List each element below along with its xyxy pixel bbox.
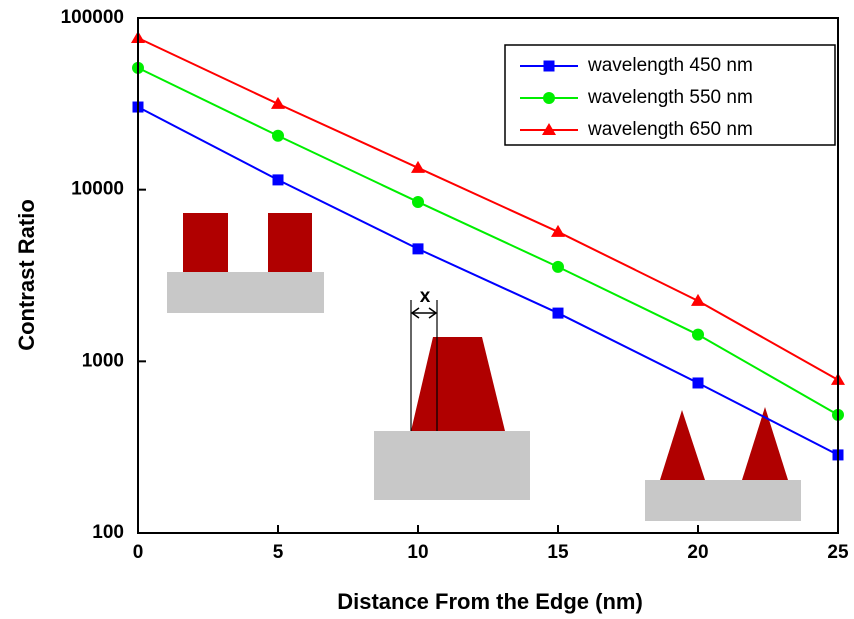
ridge bbox=[183, 213, 228, 272]
ridge bbox=[268, 213, 312, 272]
legend-box bbox=[504, 44, 836, 146]
x-tick-label: 5 bbox=[273, 542, 284, 563]
arrow-head bbox=[410, 307, 420, 319]
marker bbox=[272, 174, 284, 186]
y-tick-label: 100000 bbox=[61, 7, 124, 28]
legend-label: wavelength 450 nm bbox=[587, 55, 753, 76]
legend-label: wavelength 550 nm bbox=[587, 87, 753, 108]
substrate bbox=[167, 272, 324, 313]
x-tick-label: 25 bbox=[827, 542, 849, 563]
legend-label: wavelength 650 nm bbox=[587, 119, 753, 140]
annotation: x bbox=[420, 286, 431, 307]
legend-marker bbox=[543, 92, 555, 104]
y-tick-label: 10000 bbox=[71, 179, 124, 200]
series-line bbox=[137, 67, 839, 416]
triangle bbox=[742, 407, 788, 480]
diagram-trapezoid: x bbox=[374, 286, 530, 500]
x-tick-label: 10 bbox=[407, 542, 428, 563]
y-tick-label: 100 bbox=[92, 522, 124, 543]
plot-frame bbox=[137, 17, 839, 534]
x-axis-title: Distance From the Edge (nm) bbox=[337, 589, 643, 614]
marker bbox=[691, 293, 705, 306]
marker bbox=[271, 96, 285, 109]
x-tick-label: 15 bbox=[547, 542, 569, 563]
y-axis-title: Contrast Ratio bbox=[14, 199, 39, 351]
marker bbox=[411, 160, 425, 173]
triangle bbox=[660, 410, 705, 480]
diagram-triangles bbox=[645, 407, 801, 521]
marker bbox=[552, 307, 564, 319]
legend-marker bbox=[542, 123, 556, 135]
arrow-head bbox=[428, 307, 438, 319]
marker bbox=[552, 260, 564, 273]
marker bbox=[551, 224, 565, 237]
y-tick-label: 1000 bbox=[82, 350, 124, 371]
series-line bbox=[137, 37, 839, 381]
substrate bbox=[374, 431, 530, 500]
trapezoid bbox=[411, 337, 505, 431]
diagram-rectangles bbox=[167, 213, 324, 313]
series-line bbox=[137, 106, 839, 456]
x-tick-label: 20 bbox=[687, 542, 708, 563]
marker bbox=[692, 328, 704, 341]
x-tick-label: 0 bbox=[133, 542, 144, 563]
marker bbox=[692, 377, 704, 389]
marker bbox=[412, 243, 424, 255]
marker bbox=[272, 129, 284, 142]
substrate bbox=[645, 480, 801, 521]
marker bbox=[412, 195, 424, 208]
legend-marker bbox=[543, 60, 555, 72]
